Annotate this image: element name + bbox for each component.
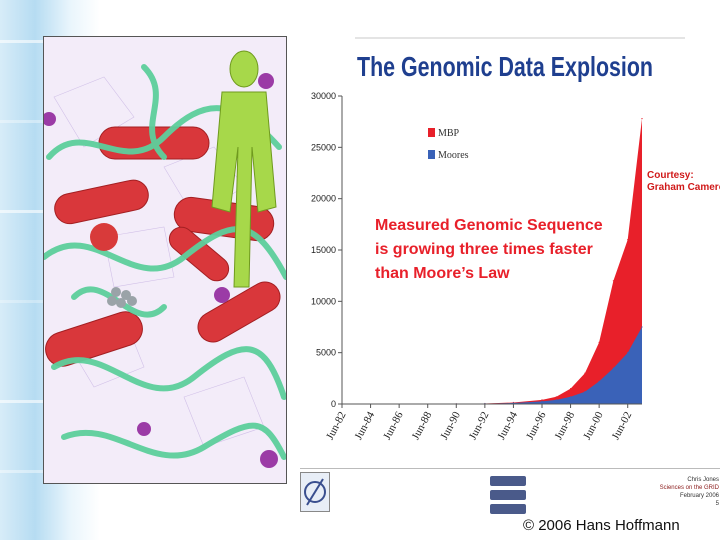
data-point-moores: [541, 400, 543, 402]
data-point-mbp: [627, 239, 629, 241]
credit-author: Chris Jones: [687, 477, 719, 483]
copyright-notice: © 2006 Hans Hoffmann: [523, 517, 680, 534]
chart-title: The Genomic Data Explosion: [357, 51, 653, 82]
y-tick-label: 5000: [316, 348, 336, 358]
x-tick-label: Jun-82: [324, 410, 349, 442]
genomic-area-chart: The Genomic Data Explosion 0 5000 10000 150…: [311, 37, 720, 442]
credit-event: Sciences on the GRID: [659, 485, 719, 491]
x-tick-label: Jun-96: [524, 409, 549, 442]
data-point-moores: [598, 380, 600, 382]
x-tick-label: Jun-88: [410, 409, 435, 442]
data-point-moores: [627, 352, 629, 354]
data-point-mbp: [555, 396, 557, 398]
credit-date: February 2006: [679, 493, 719, 499]
legend-label-mbp: MBP: [438, 128, 460, 139]
x-tick-label: Jun-90: [438, 409, 463, 442]
x-tick-label: Jun-00: [581, 409, 606, 442]
grid-logo: [488, 470, 528, 518]
annotation-line: than Moore’s Law: [375, 265, 510, 282]
x-tick-label: Jun-98: [553, 409, 578, 442]
y-tick-label: 10000: [311, 296, 336, 306]
x-tick-label: Jun-02: [610, 410, 635, 442]
data-point-mbp: [598, 341, 600, 343]
y-tick-label: 20000: [311, 194, 336, 204]
data-point-mbp: [641, 118, 643, 120]
courtesy-line: Courtesy:: [647, 170, 694, 181]
y-tick-label: 25000: [311, 142, 336, 152]
data-point-moores: [512, 402, 514, 404]
y-tick-label: 15000: [311, 245, 336, 255]
x-tick-label: Jun-92: [467, 410, 492, 442]
legend-swatch-mbp: [428, 128, 435, 137]
genomic-chart-panel: The Genomic Data Explosion 0 5000 10000 150…: [300, 30, 720, 510]
legend-swatch-moores: [428, 150, 435, 159]
annotation-line: Measured Genomic Sequence: [375, 217, 603, 234]
y-tick-label: 0: [331, 399, 336, 409]
x-tick-label: Jun-84: [353, 409, 378, 442]
x-tick-label: Jun-94: [495, 409, 520, 442]
data-point-mbp: [584, 372, 586, 374]
data-point-mbp: [612, 280, 614, 282]
credit-page: 5: [715, 501, 719, 507]
data-point-moores: [584, 391, 586, 393]
slide-credits: Chris Jones Sciences on the GRID Februar…: [645, 476, 719, 508]
data-point-moores: [555, 399, 557, 401]
data-point-mbp: [541, 399, 543, 401]
plot-area: [342, 96, 642, 404]
series-area-moores: [342, 327, 642, 404]
x-tick-label: Jun-86: [381, 409, 406, 442]
protein-structure-image: [43, 36, 287, 484]
courtesy-line: Graham Cameron: [647, 182, 720, 193]
org-logo: [300, 472, 330, 512]
data-point-mbp: [570, 388, 572, 390]
data-point-moores: [641, 326, 643, 328]
annotation-line: is growing three times faster: [375, 241, 593, 258]
legend-label-moores: Moores: [438, 150, 469, 161]
data-point-moores: [612, 367, 614, 369]
data-point-moores: [570, 396, 572, 398]
y-tick-label: 30000: [311, 91, 336, 101]
